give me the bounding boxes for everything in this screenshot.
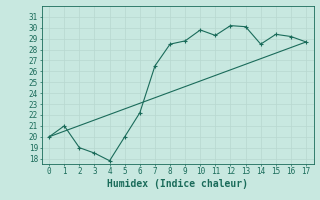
X-axis label: Humidex (Indice chaleur): Humidex (Indice chaleur) — [107, 179, 248, 189]
